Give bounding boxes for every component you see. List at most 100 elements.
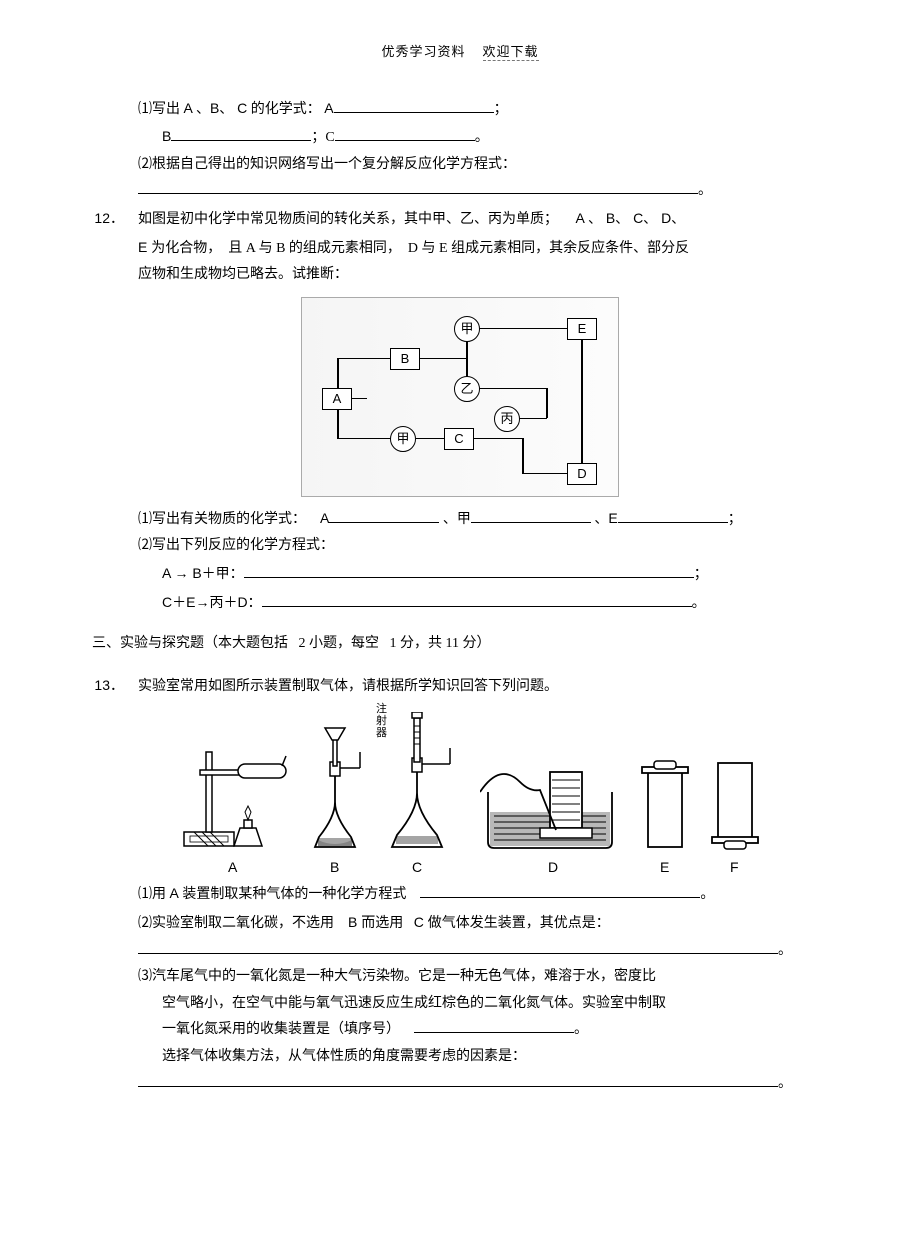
node-C: C [444, 428, 474, 450]
apparatus-A [180, 732, 290, 852]
q11-sub2-blank: 。 [70, 178, 850, 205]
q12-eq2: C＋E→丙＋D： 。 [70, 589, 850, 618]
q13-sub1: ⑴用 A 装置制取某种气体的一种化学方程式 。 [70, 880, 850, 909]
label-F: F [730, 854, 739, 881]
apparatus-D [480, 752, 620, 852]
blank [414, 1019, 574, 1033]
text: C 做气体发生装置，其优点是： [414, 914, 610, 930]
question-number: 12． [92, 205, 124, 232]
q12-sub1: ⑴写出有关物质的化学式： A 、甲 、E ； [70, 505, 850, 534]
q12-body-l3: 应物和生成物均已略去。试推断： [70, 262, 850, 289]
header-left: 优秀学习资料 [381, 44, 465, 59]
page-header: 优秀学习资料 欢迎下载 [70, 40, 850, 65]
text: A [324, 100, 333, 116]
node-jia-bot: 甲 [390, 426, 416, 452]
label-C: C [412, 854, 422, 881]
text: ⑴写出有关物质的化学式： [138, 512, 306, 527]
text: B 而选用 [348, 914, 403, 930]
text: A → B＋甲： [162, 565, 244, 581]
text: E 为化合物， [138, 239, 221, 255]
text: A [320, 510, 329, 526]
text: 、甲 [443, 512, 471, 527]
blank [138, 180, 698, 194]
text: 2 小题，每空 [299, 636, 380, 651]
q12-diagram: A B 甲 E 乙 丙 甲 C D [301, 297, 619, 497]
blank [244, 564, 694, 578]
blank [471, 509, 591, 523]
q13-sub2: ⑵实验室制取二氧化碳，不选用 B 而选用 C 做气体发生装置，其优点是： [70, 909, 850, 938]
blank [329, 509, 439, 523]
q12-sub2: ⑵写出下列反应的化学方程式： [70, 533, 850, 560]
text: C＋E→丙＋D： [162, 594, 262, 610]
text: 装置制取某种气体的一种化学方程式 [182, 887, 406, 902]
blank [138, 1073, 778, 1087]
node-yi: 乙 [454, 376, 480, 402]
q13-body: 13． 实验室常用如图所示装置制取气体，请根据所学知识回答下列问题。 [70, 672, 850, 701]
text: 。 [692, 596, 706, 611]
text: B [162, 128, 171, 144]
text: 实验室常用如图所示装置制取气体，请根据所学知识回答下列问题。 [138, 679, 558, 694]
blank [171, 127, 311, 141]
text: ； [494, 102, 508, 117]
q13-sub2-blank: 。 [70, 938, 850, 965]
node-B: B [390, 348, 420, 370]
q12-body-l2: E 为化合物， 且 A 与 B 的组成元素相同， D 与 E 组成元素相同，其余… [70, 234, 850, 263]
text: 。 [778, 1076, 792, 1091]
label-D: D [548, 854, 558, 881]
q13-apparatus: 注 射 器 [180, 700, 800, 880]
header-right: 欢迎下载 [483, 44, 539, 61]
q11-sub2: ⑵根据自己得出的知识网络写出一个复分解反应化学方程式： [70, 152, 850, 179]
q13-sub3-l2: 空气略小，在空气中能与氧气迅速反应生成红棕色的二氧化氮气体。实验室中制取 [70, 991, 850, 1018]
blank [618, 509, 728, 523]
text: 。 [475, 130, 489, 145]
blank [138, 940, 778, 954]
q13-sub3-l1: ⑶汽车尾气中的一氧化氮是一种大气污染物。它是一种无色气体，难溶于水，密度比 [70, 964, 850, 991]
apparatus-C: 注 射 器 [380, 712, 460, 852]
node-jia-top: 甲 [454, 316, 480, 342]
node-A: A [322, 388, 352, 410]
label-B: B [330, 854, 339, 881]
q11-sub1-line2: B ；C 。 [70, 123, 850, 152]
text: A 、B、 C [184, 100, 248, 116]
text: 1 分，共 11 分） [390, 636, 491, 651]
text: 。 [574, 1022, 588, 1037]
blank [262, 593, 692, 607]
text: 且 A 与 B 的组成元素相同， [228, 241, 401, 256]
text: ⑴用 [138, 887, 166, 902]
apparatus-E [640, 757, 690, 852]
label-A: A [228, 854, 237, 881]
text: 。 [778, 943, 792, 958]
text: 、E [594, 510, 617, 526]
q12-body-l1: 12． 如图是初中化学中常见物质间的转化关系，其中甲、乙、丙为单质； A 、 B、… [70, 205, 850, 234]
text: ； [728, 512, 742, 527]
q11-sub1: ⑴写出 A 、B、 C 的化学式： A ； [70, 95, 850, 124]
text: 。 [700, 887, 714, 902]
text: A 、 B、 C、 D、 [576, 210, 686, 226]
node-E: E [567, 318, 597, 340]
blank [334, 99, 494, 113]
q13-sub3-blank: 。 [70, 1071, 850, 1098]
text: ⑴写出 [138, 102, 180, 117]
blank [420, 884, 700, 898]
question-number: 13． [92, 672, 124, 699]
text: D 与 E 组成元素相同，其余反应条件、部分反 [408, 241, 689, 256]
text: 。 [698, 183, 712, 198]
section3-title: 三、实验与探究题（本大题包括 2 小题，每空 1 分，共 11 分） [70, 631, 850, 658]
text: 如图是初中化学中常见物质间的转化关系，其中甲、乙、丙为单质； [138, 212, 558, 227]
q13-sub3-l3: 一氧化氮采用的收集装置是（填序号） 。 [70, 1017, 850, 1044]
text: A [170, 885, 179, 901]
node-bing: 丙 [494, 406, 520, 432]
q13-sub3-l4: 选择气体收集方法，从气体性质的角度需要考虑的因素是： [70, 1044, 850, 1071]
text: 一氧化氮采用的收集装置是（填序号） [162, 1022, 400, 1037]
blank [335, 127, 475, 141]
syringe-label: 注 射 器 [376, 704, 387, 739]
text: ； [694, 567, 708, 582]
apparatus-F [710, 757, 760, 852]
apparatus-B [300, 722, 370, 852]
q12-diagram-wrap: A B 甲 E 乙 丙 甲 C D [70, 297, 850, 497]
text: 的化学式： [251, 102, 321, 117]
label-E: E [660, 854, 669, 881]
text: ；C [311, 130, 334, 145]
node-D: D [567, 463, 597, 485]
q12-eq1: A → B＋甲： ； [70, 560, 850, 589]
